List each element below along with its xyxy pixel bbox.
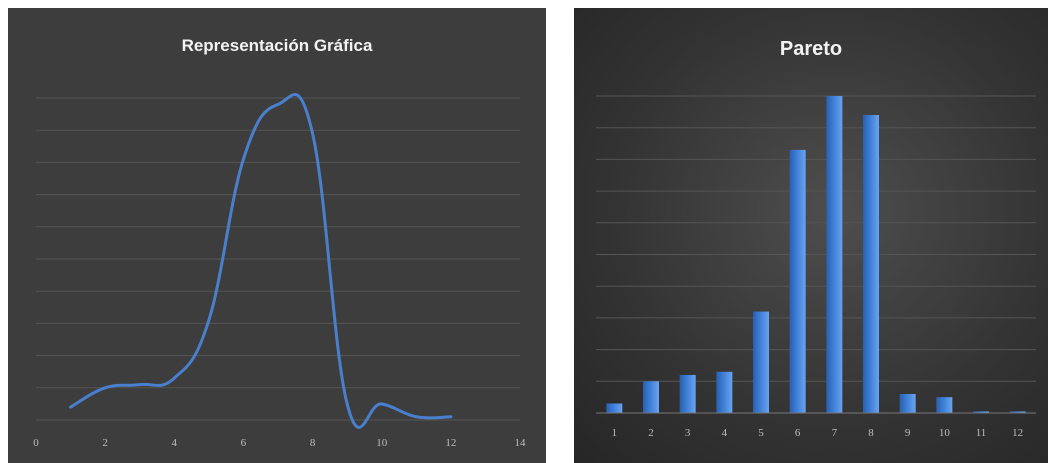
x-tick-label: 0 (33, 437, 39, 449)
x-tick-label: 4 (722, 427, 728, 439)
bar (716, 371, 733, 413)
bar-chart-svg: 1 2 3 4 5 6 7 8 9 10 11 12 (596, 95, 1036, 439)
x-tick-label: 10 (939, 427, 951, 439)
bar (753, 311, 769, 413)
x-tick-label: 2 (102, 437, 108, 449)
x-tick-label: 6 (795, 427, 801, 439)
series-line (69, 93, 453, 429)
x-tick-label: 11 (976, 427, 987, 439)
x-tick-label: 10 (376, 437, 388, 449)
x-tick-label: 9 (905, 427, 911, 439)
x-tick-label: 1 (612, 427, 618, 439)
line-chart-title: Representación Gráfica (181, 36, 373, 55)
bar (936, 397, 953, 413)
x-tick-label: 12 (1012, 427, 1023, 439)
bar (679, 374, 696, 413)
x-tick-label: 3 (685, 427, 691, 439)
x-tick-label: 8 (868, 427, 874, 439)
line-chart-panel: Representación Gráfica 0 2 4 6 8 10 12 14 (8, 8, 546, 463)
bar (1009, 411, 1026, 413)
bar (899, 393, 916, 413)
x-tick-label: 6 (241, 437, 247, 449)
x-tick-label: 7 (832, 427, 838, 439)
x-tick-label: 4 (172, 437, 178, 449)
bar (643, 381, 659, 413)
bar (606, 403, 623, 413)
bar-chart-title: Pareto (779, 38, 843, 60)
bar (826, 96, 843, 413)
bar-chart-panel: Pareto 1 2 3 4 5 6 7 8 9 10 11 12 (574, 8, 1048, 463)
bar (863, 115, 879, 414)
bar (789, 149, 806, 413)
x-tick-label: 5 (758, 427, 764, 439)
line-chart-svg: 0 2 4 6 8 10 12 14 (33, 93, 527, 449)
bar (973, 411, 989, 413)
x-tick-label: 14 (515, 437, 527, 449)
x-tick-label: 2 (648, 427, 654, 439)
x-tick-label: 12 (445, 437, 456, 449)
x-tick-label: 8 (310, 437, 316, 449)
